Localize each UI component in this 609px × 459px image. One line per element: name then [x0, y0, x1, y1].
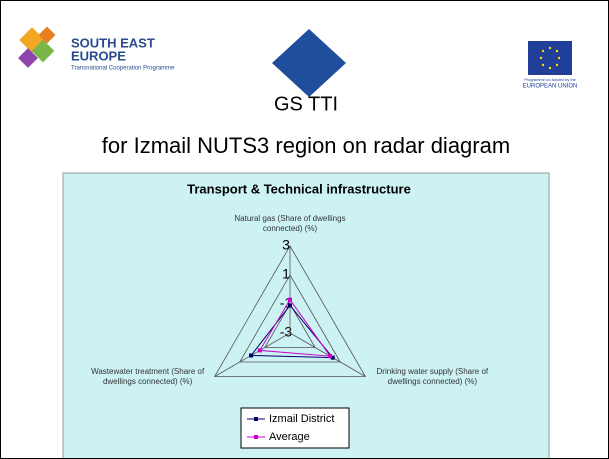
series-marker — [288, 297, 292, 302]
category-label: Natural gas (Share of dwellings connecte… — [234, 214, 346, 233]
grid-ring — [239, 274, 341, 363]
r-tick-label: 1 — [282, 266, 290, 282]
r-tick-label: -3 — [280, 324, 293, 340]
spoke — [289, 332, 366, 377]
legend — [240, 407, 350, 449]
center-logo — [272, 29, 346, 97]
r-tick-label: -1 — [280, 295, 293, 311]
series-marker — [249, 353, 254, 358]
logo-text: EUROPE — [71, 48, 126, 63]
series-line — [259, 298, 332, 357]
chart-title: Transport & Technical infrastructure — [187, 181, 411, 196]
legend-marker — [254, 435, 258, 439]
legend-label: Izmail District — [269, 413, 334, 425]
category-label: Wastewater treatment (Share of dwellings… — [91, 366, 205, 386]
logo-text: Programme co-funded by the — [524, 77, 577, 82]
grid-ring — [264, 303, 316, 348]
series-marker — [330, 355, 335, 360]
logo-left-icon — [18, 26, 56, 68]
grid-ring — [213, 245, 367, 377]
logo-text: Transnational Cooperation Programme — [71, 66, 175, 72]
logo-text: SOUTH EAST — [71, 35, 155, 50]
logo-text: EUROPEAN UNION — [523, 84, 578, 90]
eu-stars — [539, 46, 561, 70]
series-marker — [288, 303, 292, 308]
category-label: Drinking water supply (Share of dwelling… — [376, 366, 489, 386]
legend-marker — [254, 417, 258, 421]
legend-label: Average — [269, 431, 310, 443]
series-marker — [257, 348, 262, 353]
eu-flag — [528, 41, 572, 75]
slide-title: GS TTI — [274, 93, 338, 115]
series-marker — [328, 354, 333, 359]
slide-subtitle: for Izmail NUTS3 region on radar diagram — [102, 133, 510, 158]
r-tick-label: 3 — [282, 237, 290, 253]
series-line — [250, 304, 334, 359]
